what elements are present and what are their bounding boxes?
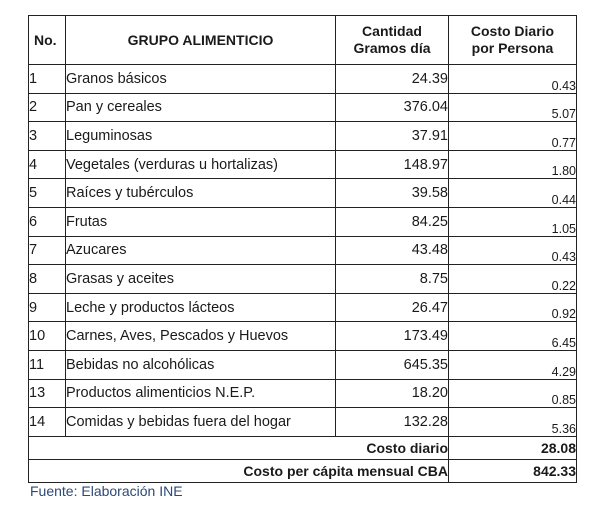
header-cost-line2: por Persona bbox=[471, 40, 554, 56]
table-row: 8 Grasas y aceites 8.75 0.22 bbox=[28, 264, 577, 294]
row-number: 2 bbox=[28, 92, 66, 123]
table-row: 13 Productos alimenticios N.E.P. 18.20 0.85 bbox=[28, 378, 577, 409]
row-number: 11 bbox=[28, 349, 66, 380]
row-cost: 0.92 bbox=[448, 292, 577, 323]
row-group: Azucares bbox=[65, 235, 336, 266]
monthly-cost-row: Costo per cápita mensual CBA 842.33 bbox=[28, 458, 577, 483]
row-number: 13 bbox=[28, 378, 66, 409]
row-cost: 5.36 bbox=[448, 407, 577, 437]
row-grams: 24.39 bbox=[335, 64, 449, 94]
row-grams: 43.48 bbox=[335, 235, 449, 266]
header-group: GRUPO ALIMENTICIO bbox=[65, 15, 336, 65]
row-cost: 5.07 bbox=[448, 92, 577, 123]
row-cost: 1.05 bbox=[448, 206, 577, 237]
row-number: 14 bbox=[28, 407, 66, 437]
row-group: Raíces y tubérculos bbox=[65, 178, 336, 208]
table-row: 11 Bebidas no alcohólicas 645.35 4.29 bbox=[28, 349, 577, 380]
header-cost-line1: Costo Diario bbox=[470, 23, 555, 39]
row-grams: 376.04 bbox=[335, 92, 449, 123]
row-grams: 37.91 bbox=[335, 121, 449, 151]
table-row: 6 Frutas 84.25 1.05 bbox=[28, 206, 577, 237]
row-cost: 0.77 bbox=[448, 121, 577, 151]
row-group: Productos alimenticios N.E.P. bbox=[65, 378, 336, 409]
table-body: 1 Granos básicos 24.39 0.43 2 Pan y cereales 3… bbox=[28, 64, 577, 437]
row-grams: 132.28 bbox=[335, 407, 449, 437]
table-row: 1 Granos básicos 24.39 0.43 bbox=[28, 64, 577, 94]
table-row: 5 Raíces y tubérculos 39.58 0.44 bbox=[28, 178, 577, 208]
header-grams: Cantidad Gramos día bbox=[335, 15, 449, 65]
row-grams: 39.58 bbox=[335, 178, 449, 208]
table-header-row: No. GRUPO ALIMENTICIO Cantidad Gramos dí… bbox=[28, 15, 577, 65]
row-group: Comidas y bebidas fuera del hogar bbox=[65, 407, 336, 437]
row-number: 3 bbox=[28, 121, 66, 151]
row-group: Frutas bbox=[65, 206, 336, 237]
header-grams-line2: Gramos día bbox=[353, 40, 431, 56]
daily-cost-value: 28.08 bbox=[448, 435, 577, 460]
row-grams: 173.49 bbox=[335, 321, 449, 351]
table-row: 7 Azucares 43.48 0.43 bbox=[28, 235, 577, 266]
row-cost: 0.43 bbox=[448, 64, 577, 94]
daily-cost-label: Costo diario bbox=[28, 435, 449, 460]
row-number: 7 bbox=[28, 235, 66, 266]
source-note: Fuente: Elaboración INE bbox=[30, 483, 183, 499]
daily-cost-row: Costo diario 28.08 bbox=[28, 435, 577, 460]
row-group: Pan y cereales bbox=[65, 92, 336, 123]
table-row: 9 Leche y productos lácteos 26.47 0.92 bbox=[28, 292, 577, 323]
row-cost: 4.29 bbox=[448, 349, 577, 380]
row-grams: 26.47 bbox=[335, 292, 449, 323]
row-group: Leche y productos lácteos bbox=[65, 292, 336, 323]
row-number: 1 bbox=[28, 64, 66, 94]
food-basket-table: No. GRUPO ALIMENTICIO Cantidad Gramos dí… bbox=[28, 15, 577, 483]
row-group: Leguminosas bbox=[65, 121, 336, 151]
table-row: 10 Carnes, Aves, Pescados y Huevos 173.49 6… bbox=[28, 321, 577, 351]
row-cost: 1.80 bbox=[448, 149, 577, 180]
row-cost: 0.44 bbox=[448, 178, 577, 208]
row-group: Bebidas no alcohólicas bbox=[65, 349, 336, 380]
row-number: 6 bbox=[28, 206, 66, 237]
row-group: Vegetales (verduras u hortalizas) bbox=[65, 149, 336, 180]
table-row: 2 Pan y cereales 376.04 5.07 bbox=[28, 92, 577, 123]
table-row: 4 Vegetales (verduras u hortalizas) 148.97… bbox=[28, 149, 577, 180]
table-row: 3 Leguminosas 37.91 0.77 bbox=[28, 121, 577, 151]
row-grams: 645.35 bbox=[335, 349, 449, 380]
monthly-cost-label: Costo per cápita mensual CBA bbox=[28, 458, 449, 483]
row-grams: 148.97 bbox=[335, 149, 449, 180]
row-cost: 0.43 bbox=[448, 235, 577, 266]
row-group: Grasas y aceites bbox=[65, 264, 336, 294]
row-number: 8 bbox=[28, 264, 66, 294]
row-cost: 0.85 bbox=[448, 378, 577, 409]
row-group: Granos básicos bbox=[65, 64, 336, 94]
row-grams: 8.75 bbox=[335, 264, 449, 294]
row-grams: 18.20 bbox=[335, 378, 449, 409]
header-no: No. bbox=[28, 15, 66, 65]
row-cost: 0.22 bbox=[448, 264, 577, 294]
row-number: 5 bbox=[28, 178, 66, 208]
row-number: 9 bbox=[28, 292, 66, 323]
row-cost: 6.45 bbox=[448, 321, 577, 351]
row-number: 10 bbox=[28, 321, 66, 351]
row-group: Carnes, Aves, Pescados y Huevos bbox=[65, 321, 336, 351]
header-grams-line1: Cantidad bbox=[362, 23, 422, 39]
row-grams: 84.25 bbox=[335, 206, 449, 237]
header-cost: Costo Diario por Persona bbox=[448, 15, 577, 65]
row-number: 4 bbox=[28, 149, 66, 180]
table-row: 14 Comidas y bebidas fuera del hogar 132.2… bbox=[28, 407, 577, 437]
monthly-cost-value: 842.33 bbox=[448, 458, 577, 483]
